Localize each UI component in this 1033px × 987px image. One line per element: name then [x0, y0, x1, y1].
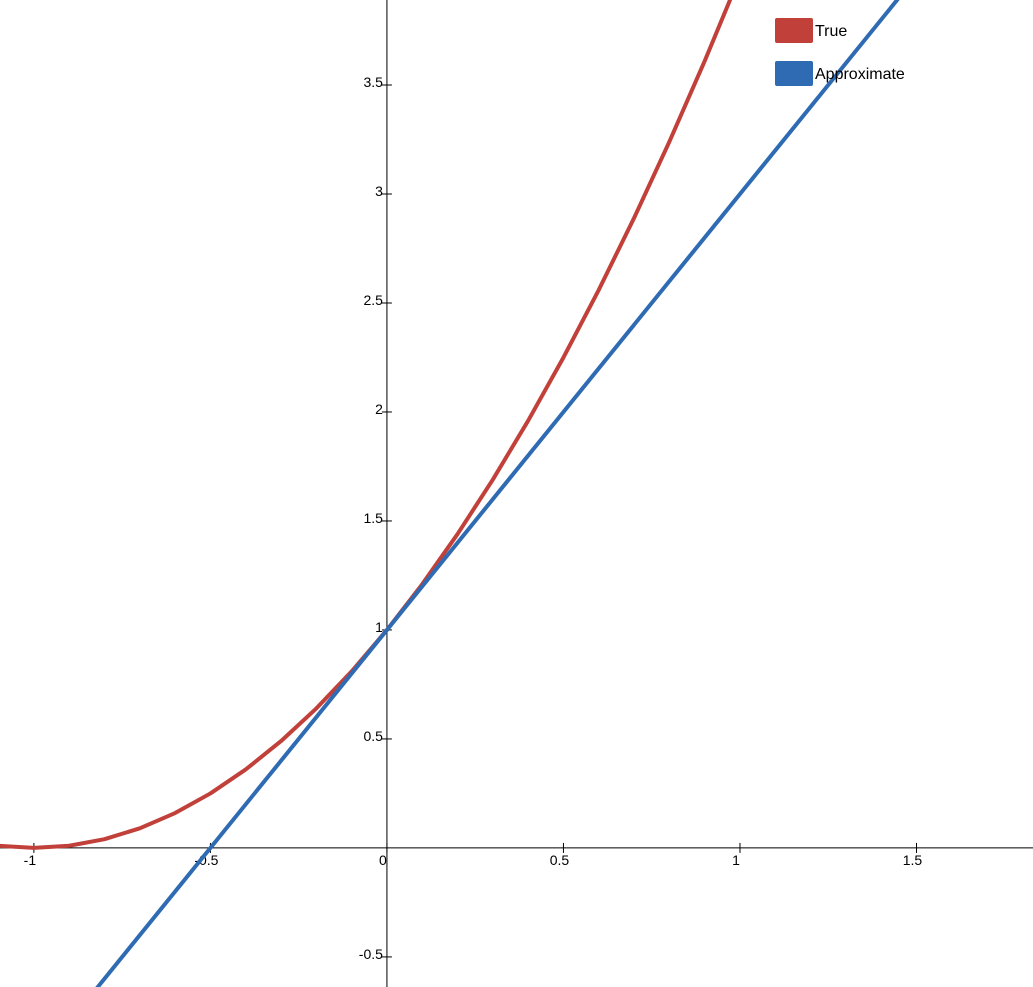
legend-label: Approximate [815, 66, 905, 83]
x-tick-label: 1.5 [903, 852, 923, 868]
x-tick-label: -1 [24, 852, 37, 868]
y-tick-label: 1 [375, 619, 383, 635]
x-tick-label: 0 [379, 852, 387, 868]
y-tick-label: 2 [375, 401, 383, 417]
series-line [95, 0, 900, 987]
legend-label: True [815, 23, 847, 40]
legend-swatch [775, 61, 813, 86]
y-tick-label: 2.5 [363, 292, 383, 308]
legend-swatch [775, 18, 813, 43]
y-tick-label: 0.5 [363, 728, 383, 744]
x-tick-label: 0.5 [550, 852, 570, 868]
y-tick-label: 3 [375, 183, 383, 199]
x-tick-label: -0.5 [194, 852, 218, 868]
plot-area [0, 0, 900, 987]
x-tick-label: 1 [732, 852, 740, 868]
series-line [0, 0, 733, 850]
y-tick-label: 1.5 [363, 510, 383, 526]
y-tick-label: 3.5 [363, 74, 383, 90]
y-tick-label: -0.5 [359, 946, 383, 962]
